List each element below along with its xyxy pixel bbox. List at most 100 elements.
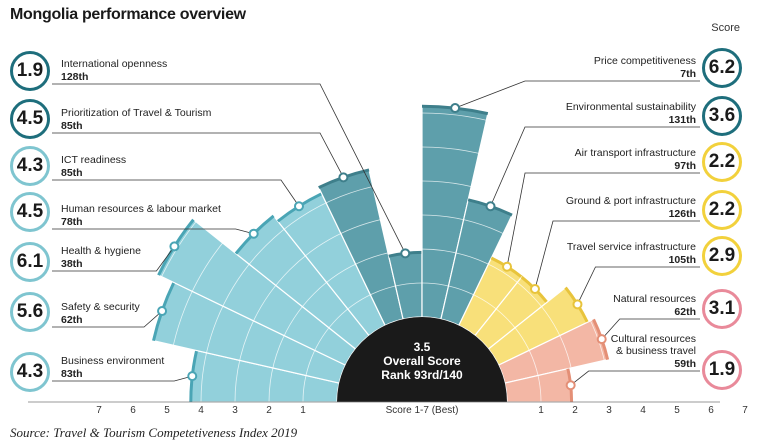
axis-tick-left: 4 bbox=[198, 405, 204, 416]
indicator-rank: 83th bbox=[61, 368, 83, 380]
source-note: Source: Travel & Tourism Competetiveness… bbox=[10, 425, 298, 440]
data-point bbox=[293, 201, 304, 212]
indicator-name: Human resources & labour market bbox=[61, 203, 221, 215]
indicator-label: Business environment 83th bbox=[61, 355, 164, 381]
leader-line bbox=[52, 132, 344, 178]
data-point bbox=[572, 299, 583, 310]
leader-line bbox=[52, 83, 406, 254]
indicator-rank: 62th bbox=[674, 306, 696, 318]
indicator-rank: 7th bbox=[680, 68, 696, 80]
indicator-label: Price competitiveness 7th bbox=[594, 55, 696, 81]
leader-line bbox=[601, 318, 700, 340]
leader-line bbox=[52, 375, 193, 382]
axis-tick-right: 2 bbox=[572, 405, 578, 416]
data-point bbox=[529, 284, 540, 295]
indicator-rank: 38th bbox=[61, 258, 83, 270]
axis-tick-right: 5 bbox=[674, 405, 680, 416]
indicator-name: International openness bbox=[61, 58, 168, 70]
indicator-name: Cultural resources & business travel bbox=[610, 333, 696, 357]
leader-line bbox=[506, 172, 700, 267]
indicator-name: ICT readiness bbox=[61, 154, 127, 166]
leader-line bbox=[570, 370, 700, 386]
grid-arc bbox=[302, 282, 542, 403]
leader-line bbox=[534, 220, 700, 290]
indicator-label: Environmental sustainability 131th bbox=[566, 101, 696, 127]
data-point bbox=[169, 241, 180, 252]
score-badge: 4.3 bbox=[10, 352, 50, 392]
indicator-name: Prioritization of Travel & Tourism bbox=[61, 107, 212, 119]
indicator-name: Air transport infrastructure bbox=[574, 147, 696, 159]
score-badge: 5.6 bbox=[10, 292, 50, 332]
leader-line bbox=[454, 80, 700, 109]
leader-line bbox=[52, 246, 175, 272]
data-point bbox=[157, 306, 168, 317]
indicator-label: Prioritization of Travel & Tourism 85th bbox=[61, 107, 211, 133]
indicator-label: ICT readiness 85th bbox=[61, 154, 126, 180]
data-point bbox=[450, 103, 461, 114]
overall-rank: Rank 93rd/140 bbox=[381, 368, 463, 382]
indicator-name: Health & hygiene bbox=[61, 245, 141, 257]
score-badge: 2.2 bbox=[702, 142, 742, 182]
axis-tick-right: 3 bbox=[606, 405, 612, 416]
data-point bbox=[596, 334, 607, 345]
score-badge: 3.1 bbox=[702, 289, 742, 329]
indicator-label: Air transport infrastructure 97th bbox=[575, 147, 696, 173]
indicator-rank: 131th bbox=[668, 114, 696, 126]
axis-tick-right: 1 bbox=[538, 405, 544, 416]
axis-tick-left: 2 bbox=[266, 405, 272, 416]
indicator-label: International openness 128th bbox=[61, 58, 167, 84]
leader-line bbox=[52, 179, 300, 207]
indicator-rank: 59th bbox=[674, 358, 696, 370]
leader-line bbox=[490, 126, 700, 207]
overall-score-label: Overall Score bbox=[383, 354, 461, 368]
score-badge: 2.9 bbox=[702, 236, 742, 276]
grid-arc bbox=[166, 146, 678, 403]
center-disc bbox=[337, 317, 507, 402]
grid-arc bbox=[234, 214, 610, 403]
indicator-label: Natural resources 62th bbox=[613, 293, 696, 319]
indicator-name: Natural resources bbox=[613, 293, 696, 305]
indicator-name: Price competitiveness bbox=[593, 55, 696, 67]
score-badge: 4.5 bbox=[10, 99, 50, 139]
indicator-rank: 78th bbox=[61, 216, 83, 228]
overall-score-value: 3.5 bbox=[413, 340, 431, 354]
indicator-rank: 97th bbox=[674, 160, 696, 172]
data-point bbox=[338, 172, 349, 183]
indicator-name: Ground & port infrastructure bbox=[565, 195, 696, 207]
indicator-name: Environmental sustainability bbox=[565, 101, 696, 113]
score-badge: 2.2 bbox=[702, 190, 742, 230]
indicator-name: Travel service infrastructure bbox=[566, 241, 696, 253]
indicator-rank: 126th bbox=[668, 208, 696, 220]
leader-line bbox=[577, 266, 700, 305]
data-point bbox=[400, 248, 411, 259]
grid-arc bbox=[132, 112, 712, 403]
axis-tick-right: 4 bbox=[640, 405, 646, 416]
indicator-rank: 85th bbox=[61, 167, 83, 179]
axis-tick-right: 7 bbox=[742, 405, 748, 416]
score-badge: 6.2 bbox=[702, 48, 742, 88]
score-badge: 4.5 bbox=[10, 192, 50, 232]
indicator-name: Safety & security bbox=[61, 301, 140, 313]
grid-arc bbox=[200, 180, 644, 403]
grid-arc bbox=[268, 248, 576, 403]
score-badge: 3.6 bbox=[702, 96, 742, 136]
leader-line bbox=[52, 228, 254, 235]
score-column-header: Score bbox=[711, 22, 740, 34]
indicator-rank: 85th bbox=[61, 120, 83, 132]
indicator-label: Safety & security 62th bbox=[61, 301, 140, 327]
score-badge: 4.3 bbox=[10, 146, 50, 186]
data-point bbox=[502, 261, 513, 272]
axis-tick-left: 3 bbox=[232, 405, 238, 416]
indicator-label: Health & hygiene 38th bbox=[61, 245, 141, 271]
axis-title: Score 1-7 (Best) bbox=[385, 405, 459, 416]
axis-tick-right: 6 bbox=[708, 405, 714, 416]
data-point bbox=[248, 228, 259, 239]
axis-tick-left: 5 bbox=[164, 405, 170, 416]
data-point bbox=[187, 371, 198, 382]
data-point bbox=[485, 201, 496, 212]
indicator-rank: 105th bbox=[668, 254, 696, 266]
score-badge: 1.9 bbox=[702, 350, 742, 390]
indicator-label: Travel service infrastructure 105th bbox=[567, 241, 696, 267]
page-title: Mongolia performance overview bbox=[10, 6, 246, 23]
